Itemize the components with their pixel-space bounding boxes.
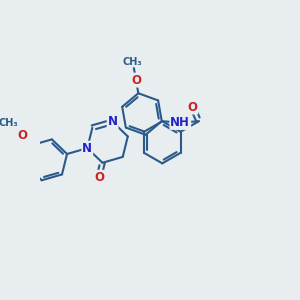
Text: N: N [82,142,92,154]
Text: CH₃: CH₃ [123,57,142,67]
Text: O: O [17,129,27,142]
Text: CH₃: CH₃ [0,118,19,128]
Text: NH: NH [170,116,190,129]
Text: O: O [131,74,141,87]
Text: N: N [108,115,118,128]
Text: O: O [188,100,197,114]
Text: O: O [94,171,104,184]
